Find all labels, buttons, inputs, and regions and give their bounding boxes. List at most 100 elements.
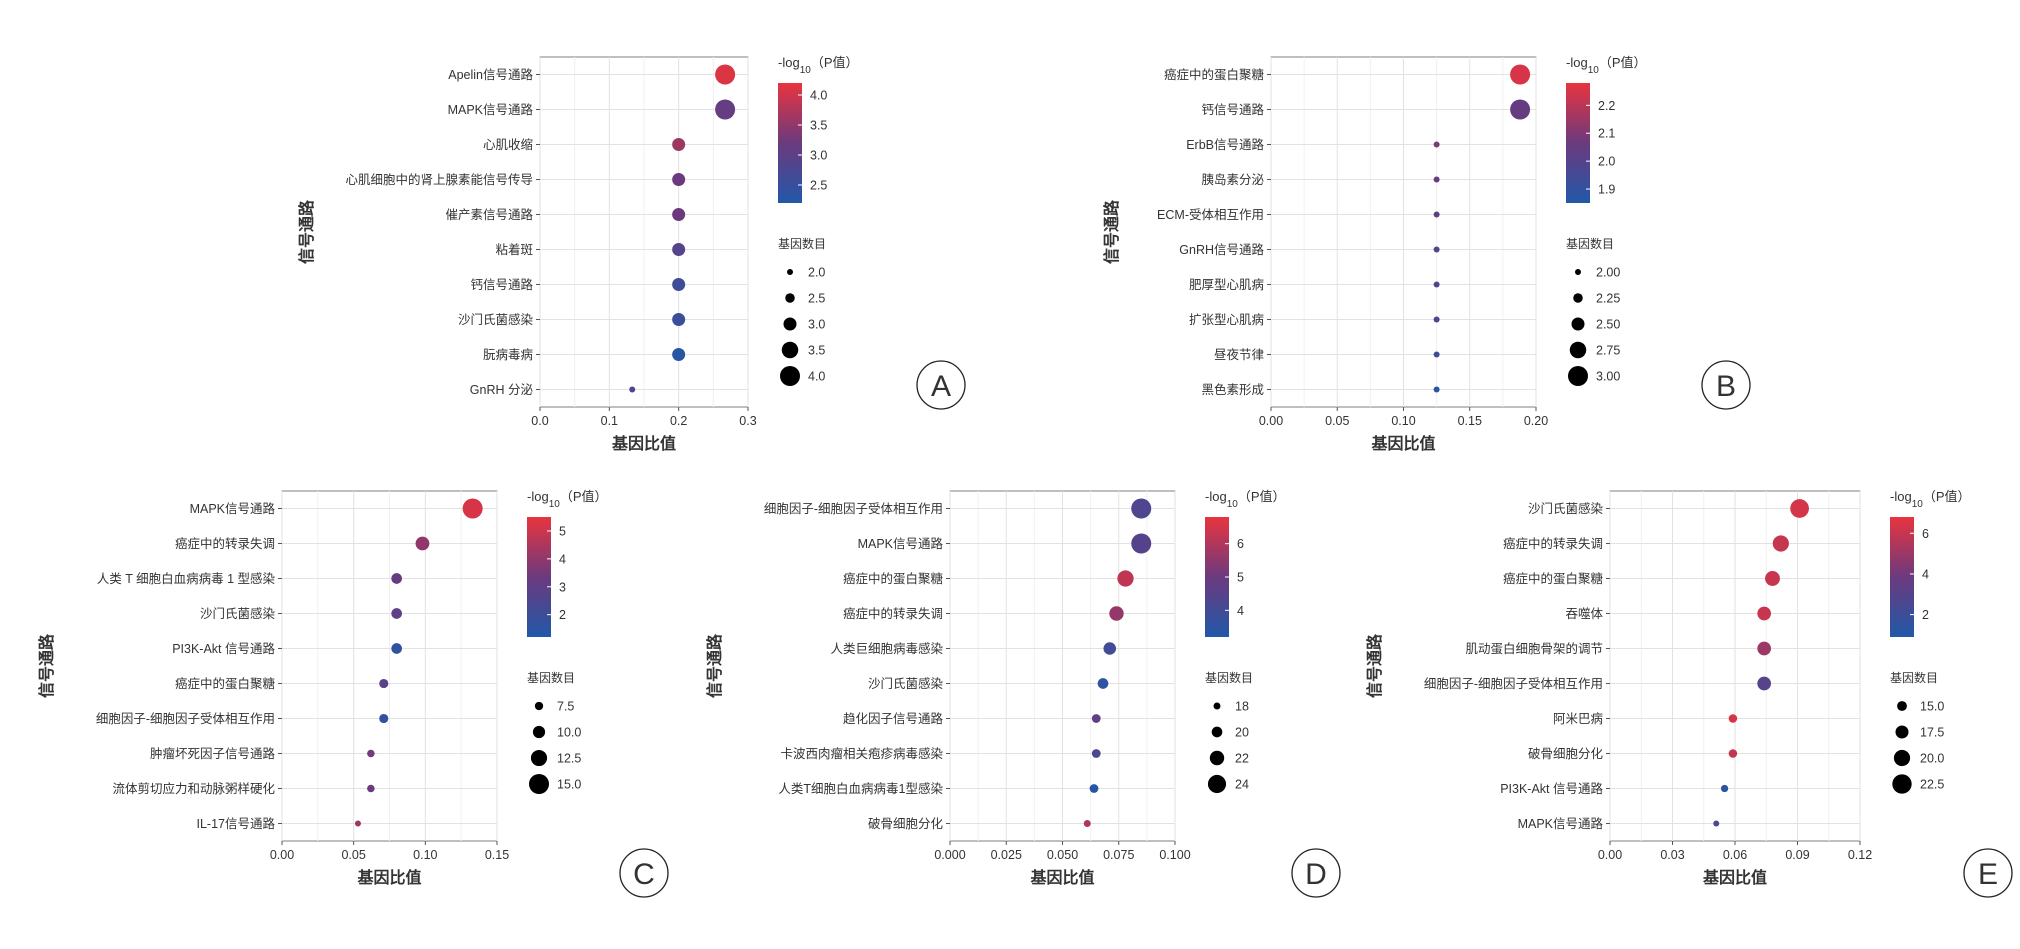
size-legend-title: 基因数目: [778, 236, 826, 251]
x-axis-title: 基因比值: [1370, 434, 1435, 453]
x-tick-label: 0.10: [413, 848, 437, 862]
data-point-E-9: [1720, 784, 1729, 793]
data-point-D-3: [1117, 570, 1134, 587]
panel-label-circle: [619, 848, 669, 898]
color-bar-tick-label: 6: [1922, 527, 1929, 541]
y-tick-label: 癌症中的蛋白聚糖: [1164, 67, 1265, 82]
y-tick-label: 心肌细胞中的肾上腺素能信号传导: [345, 172, 533, 187]
color-bar: [778, 83, 802, 203]
size-legend-dot: [1893, 749, 1911, 767]
size-legend-title: 基因数目: [1890, 670, 1938, 685]
data-point-E-5: [1757, 641, 1771, 656]
y-tick-label: 阿米巴病: [1553, 711, 1603, 726]
size-legend-title: 基因数目: [527, 670, 575, 685]
panel-label-circle: [916, 360, 966, 410]
y-tick-label: MAPK信号通路: [448, 102, 534, 117]
data-point-D-5: [1103, 642, 1117, 655]
size-legend-label: 10.0: [557, 726, 581, 740]
x-tick-label: 0.15: [485, 848, 509, 862]
y-tick-label: ECM-受体相互作用: [1157, 208, 1264, 222]
x-tick-label: 0.000: [934, 848, 965, 862]
size-legend-label: 22.5: [1920, 778, 1944, 792]
x-tick-label: 0.15: [1458, 414, 1482, 428]
y-tick-label: 胰岛素分泌: [1201, 172, 1264, 187]
size-legend-label: 3.5: [808, 344, 825, 358]
y-tick-label: IL-17信号通路: [197, 816, 276, 831]
data-point-B-4: [1433, 176, 1440, 183]
y-tick-label: 沙门氏菌感染: [458, 312, 534, 327]
size-legend-label: 2.0: [808, 266, 825, 280]
data-point-B-10: [1433, 386, 1440, 393]
y-tick-label: 肿瘤坏死因子信号通路: [150, 746, 276, 761]
y-tick-label: 沙门氏菌感染: [200, 606, 276, 621]
data-point-D-7: [1091, 714, 1101, 723]
y-tick-label: 趋化因子信号通路: [843, 711, 944, 726]
data-point-D-10: [1083, 820, 1091, 827]
y-tick-label: 吞噬体: [1565, 606, 1603, 621]
x-tick-label: 0.12: [1848, 848, 1872, 862]
color-bar-tick-label: 2.1: [1598, 127, 1615, 141]
y-tick-label: 癌症中的转录失调: [1503, 536, 1603, 551]
y-tick-label: 癌症中的蛋白聚糖: [175, 676, 276, 691]
x-tick-label: 0.2: [670, 414, 687, 428]
size-legend-dot: [1573, 293, 1583, 303]
size-legend-label: 2.00: [1596, 266, 1620, 280]
y-tick-label: 细胞因子-细胞因子受体相互作用: [1424, 677, 1603, 691]
size-legend-dot: [534, 701, 544, 711]
data-point-C-1: [462, 498, 483, 519]
data-point-A-7: [672, 278, 686, 291]
size-legend-dot: [785, 293, 795, 303]
size-legend-label: 2.50: [1596, 318, 1620, 332]
data-point-E-6: [1757, 676, 1771, 691]
data-point-A-10: [629, 386, 636, 393]
y-tick-label: 沙门氏菌感染: [1528, 501, 1604, 516]
y-tick-label: PI3K-Akt 信号通路: [1500, 781, 1603, 796]
color-bar-tick-label: 4: [559, 552, 566, 566]
color-bar: [1566, 83, 1590, 203]
panel-A: Apelin信号通路 MAPK信号通路心肌收缩心肌细胞中的肾上腺素能信号传导催产素…: [297, 55, 966, 453]
data-point-B-1: [1510, 64, 1531, 85]
y-tick-label: MAPK信号通路: [1518, 816, 1604, 831]
data-point-B-6: [1433, 246, 1440, 253]
size-legend-label: 3.00: [1596, 370, 1620, 384]
data-point-B-2: [1510, 99, 1531, 120]
data-point-E-2: [1772, 535, 1789, 552]
data-point-D-9: [1089, 784, 1099, 793]
x-tick-label: 0.100: [1159, 848, 1190, 862]
size-legend-dot: [530, 749, 548, 767]
color-bar-tick-label: 5: [559, 524, 566, 538]
data-point-A-1: [715, 64, 736, 85]
y-tick-label: 肌动蛋白细胞骨架的调节: [1465, 641, 1603, 656]
y-tick-label: GnRH 分泌: [470, 383, 534, 397]
x-axis-title: 基因比值: [1702, 868, 1767, 887]
color-bar-tick-label: 2.2: [1598, 99, 1615, 113]
y-axis-title: 信号通路: [1365, 633, 1384, 698]
y-tick-label: 癌症中的转录失调: [843, 606, 943, 621]
panel-label: E: [1978, 858, 1998, 891]
y-tick-label: 扩张型心肌病: [1189, 312, 1264, 327]
size-legend-dot: [1211, 726, 1223, 738]
data-point-D-6: [1097, 678, 1109, 689]
data-point-D-4: [1109, 606, 1124, 621]
y-tick-label: PI3K-Akt 信号通路: [172, 641, 275, 656]
y-tick-label: Apelin信号通路: [448, 67, 533, 82]
y-axis-title: 信号通路: [297, 199, 316, 264]
y-tick-label: 钙信号通路: [1201, 102, 1264, 117]
data-point-E-10: [1713, 820, 1720, 827]
y-tick-label: 人类 T 细胞白血病病毒 1 型感染: [97, 571, 276, 586]
x-tick-label: 0.00: [270, 848, 294, 862]
x-tick-label: 0.1: [601, 414, 618, 428]
panel-E: 沙门氏菌感染癌症中的转录失调癌症中的蛋白聚糖吞噬体肌动蛋白细胞骨架的调节细胞因子…: [1365, 489, 2013, 898]
x-tick-label: 0.03: [1660, 848, 1684, 862]
color-bar-tick-label: 4: [1237, 604, 1244, 618]
color-legend-title: -log10（P值）: [1566, 55, 1646, 76]
data-point-C-9: [367, 784, 375, 793]
y-tick-label: 催产素信号通路: [445, 207, 533, 222]
data-point-E-8: [1728, 749, 1738, 758]
data-point-E-1: [1790, 499, 1809, 518]
x-tick-label: 0.05: [1325, 414, 1349, 428]
color-bar-tick-label: 4: [1922, 567, 1929, 581]
panel-label-circle: [1963, 848, 2013, 898]
size-legend-dot: [787, 269, 793, 275]
